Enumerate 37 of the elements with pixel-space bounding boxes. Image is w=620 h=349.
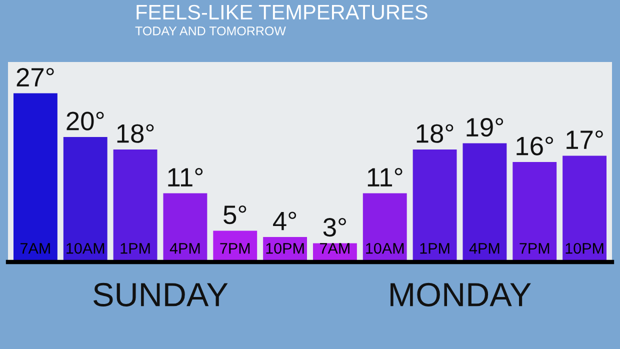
- data-label: 18°: [117, 124, 154, 143]
- data-label: 4°: [273, 212, 296, 230]
- text: SUNDAY: [94, 282, 228, 306]
- bar: [163, 193, 208, 262]
- data-label: 16°: [516, 136, 553, 156]
- x-tick-label: 7PM: [520, 243, 550, 254]
- data-label: 18°: [416, 124, 454, 143]
- bar: [512, 162, 557, 262]
- x-tick-label: 1PM: [420, 243, 450, 254]
- x-tick-label: 10PM: [266, 242, 304, 254]
- bar: [462, 143, 507, 262]
- x-tick-label: 10AM: [366, 242, 404, 254]
- data-label: 17°: [566, 130, 603, 149]
- x-tick-label: 4PM: [469, 243, 500, 254]
- bar: [113, 150, 158, 262]
- data-label: 19°: [466, 118, 504, 137]
- bar: [63, 137, 108, 262]
- bar: [362, 193, 407, 262]
- data-label: 5°: [224, 205, 246, 224]
- data-label: 3°: [323, 218, 346, 237]
- chart-subtitle: TODAY AND TOMORROW: [135, 26, 286, 36]
- data-label: 27°: [16, 68, 54, 86]
- bar: [412, 150, 457, 262]
- text: MONDAY: [390, 282, 531, 306]
- bar: [13, 93, 58, 262]
- x-tick-label: 10AM: [66, 242, 104, 254]
- chart-title: FEELS-LIKE TEMPERATURES: [136, 4, 428, 20]
- data-label: 11°: [168, 168, 203, 186]
- x-tick-label: 1PM: [120, 243, 150, 254]
- x-tick-label: 7AM: [320, 243, 350, 254]
- data-label: 20°: [66, 112, 104, 130]
- x-tick-label: 10PM: [566, 242, 604, 254]
- x-tick-label: 4PM: [170, 243, 200, 254]
- data-label: 11°: [368, 168, 402, 186]
- x-tick-label: 7PM: [220, 243, 250, 254]
- bar: [562, 156, 607, 262]
- x-tick-label: 7AM: [20, 243, 50, 254]
